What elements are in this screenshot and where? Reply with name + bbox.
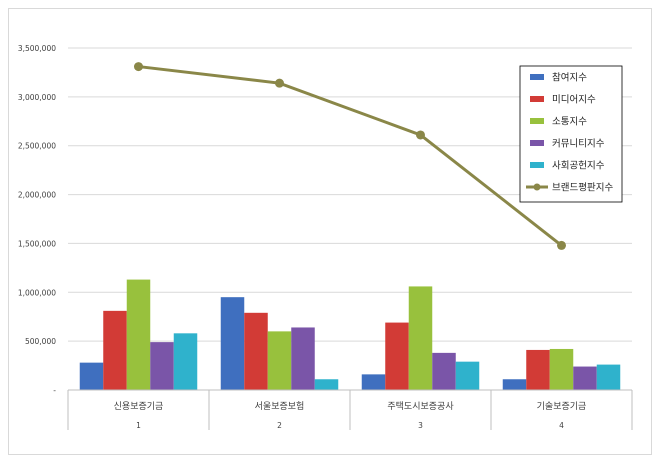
- bar-2-3: [385, 322, 409, 390]
- line-point-2: [275, 78, 284, 88]
- line-point-3: [416, 130, 425, 140]
- legend-marker: [533, 183, 541, 191]
- y-tick-label: 500,000: [25, 337, 56, 346]
- bar-2-1: [103, 310, 127, 390]
- line-point-1: [134, 62, 143, 72]
- x-category-label: 주택도시보증공사: [387, 401, 454, 412]
- x-category-number: 2: [277, 421, 282, 430]
- legend-box: [519, 65, 623, 203]
- bar-5-4: [596, 364, 621, 390]
- y-tick-label: 3,500,000: [18, 44, 56, 53]
- x-category-number: 3: [418, 421, 423, 430]
- x-category-label: 기술보증기금: [537, 401, 587, 412]
- line-series: [138, 65, 563, 247]
- bar-1-1: [79, 362, 104, 390]
- bar-1-4: [502, 379, 527, 390]
- y-tick-label: 1,000,000: [18, 288, 56, 297]
- bar-3-1: [126, 279, 151, 390]
- legend-swatch: [530, 74, 544, 80]
- bar-3-2: [267, 331, 292, 390]
- x-category-number: 1: [136, 421, 141, 430]
- legend-label: 사회공헌지수: [552, 161, 605, 172]
- bar-1-2: [220, 297, 245, 390]
- legend-label: 미디어지수: [552, 95, 596, 106]
- legend-swatch: [530, 140, 544, 146]
- y-tick-label: 2,500,000: [18, 142, 56, 151]
- y-tick-label: 1,500,000: [18, 239, 56, 248]
- bar-4-2: [291, 327, 315, 390]
- legend-swatch: [530, 96, 544, 102]
- x-category-label: 서울보증보험: [255, 401, 305, 412]
- bar-2-2: [244, 312, 268, 390]
- y-tick-label: -: [53, 386, 56, 395]
- x-axis: 신용보증기금 1 서울보증보험 2 주택도시보증공사 3 기술보증기금 4: [67, 389, 633, 430]
- legend-label: 커뮤니티지수: [552, 139, 605, 150]
- bar-4-3: [432, 352, 456, 390]
- legend-swatch: [530, 118, 544, 124]
- y-tick-label: 2,000,000: [18, 191, 56, 200]
- bars: [79, 279, 621, 390]
- bar-3-3: [408, 286, 433, 390]
- bar-5-2: [314, 379, 339, 390]
- y-tick-label: 3,000,000: [18, 93, 56, 102]
- x-category-label: 신용보증기금: [114, 401, 164, 412]
- brand-line: [134, 62, 566, 250]
- bar-4-1: [150, 342, 174, 390]
- legend-swatch: [530, 162, 544, 168]
- bar-4-4: [573, 366, 597, 390]
- legend-label: 소통지수: [552, 117, 587, 128]
- bar-1-3: [361, 374, 386, 390]
- line-point-4: [557, 240, 566, 250]
- bar-3-4: [549, 348, 574, 390]
- x-category-number: 4: [559, 421, 564, 430]
- bar-2-4: [526, 349, 550, 390]
- bar-5-1: [173, 333, 198, 390]
- legend-label: 참여지수: [552, 72, 587, 84]
- y-axis-ticks: - 500,000 1,000,000 1,500,000 2,000,000 2,500…: [18, 44, 56, 395]
- bar-5-3: [455, 361, 480, 390]
- legend-label: 브랜드평판지수: [552, 183, 613, 194]
